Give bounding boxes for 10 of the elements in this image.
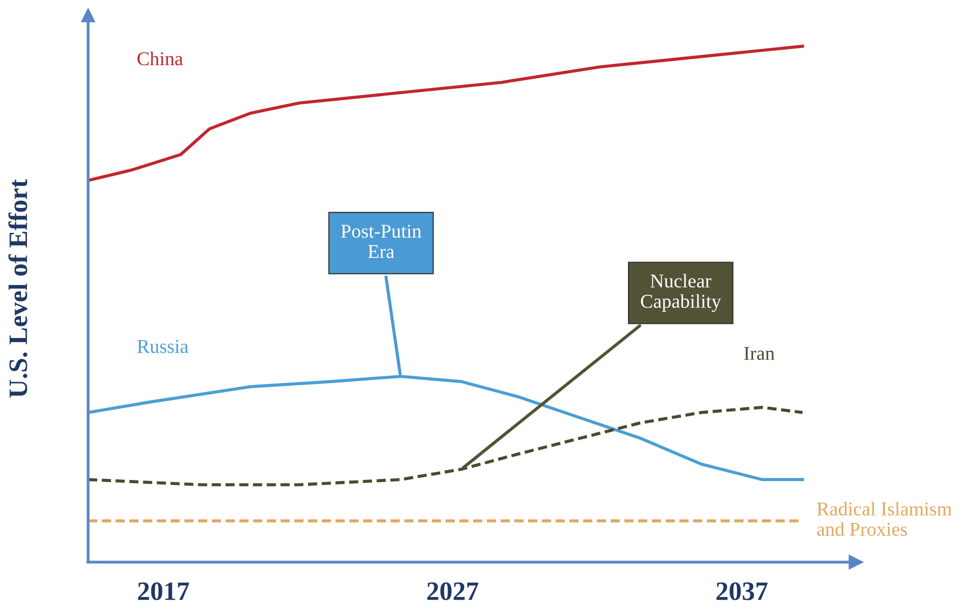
annotation: Nuclear Capability xyxy=(640,274,722,312)
x-tick-label: 2017 xyxy=(138,582,190,600)
text: Iran xyxy=(744,347,774,360)
x-tick-label: 2027 xyxy=(427,582,478,600)
x-tick-label: 2037 xyxy=(716,582,768,600)
series-label: Radical Islamism and Proxies xyxy=(817,502,952,536)
y-axis-title: U.S. Level of Effort xyxy=(8,179,28,398)
text: China xyxy=(138,52,183,66)
annotation: Post-Putin Era xyxy=(341,224,422,258)
text: Russia xyxy=(137,340,188,354)
